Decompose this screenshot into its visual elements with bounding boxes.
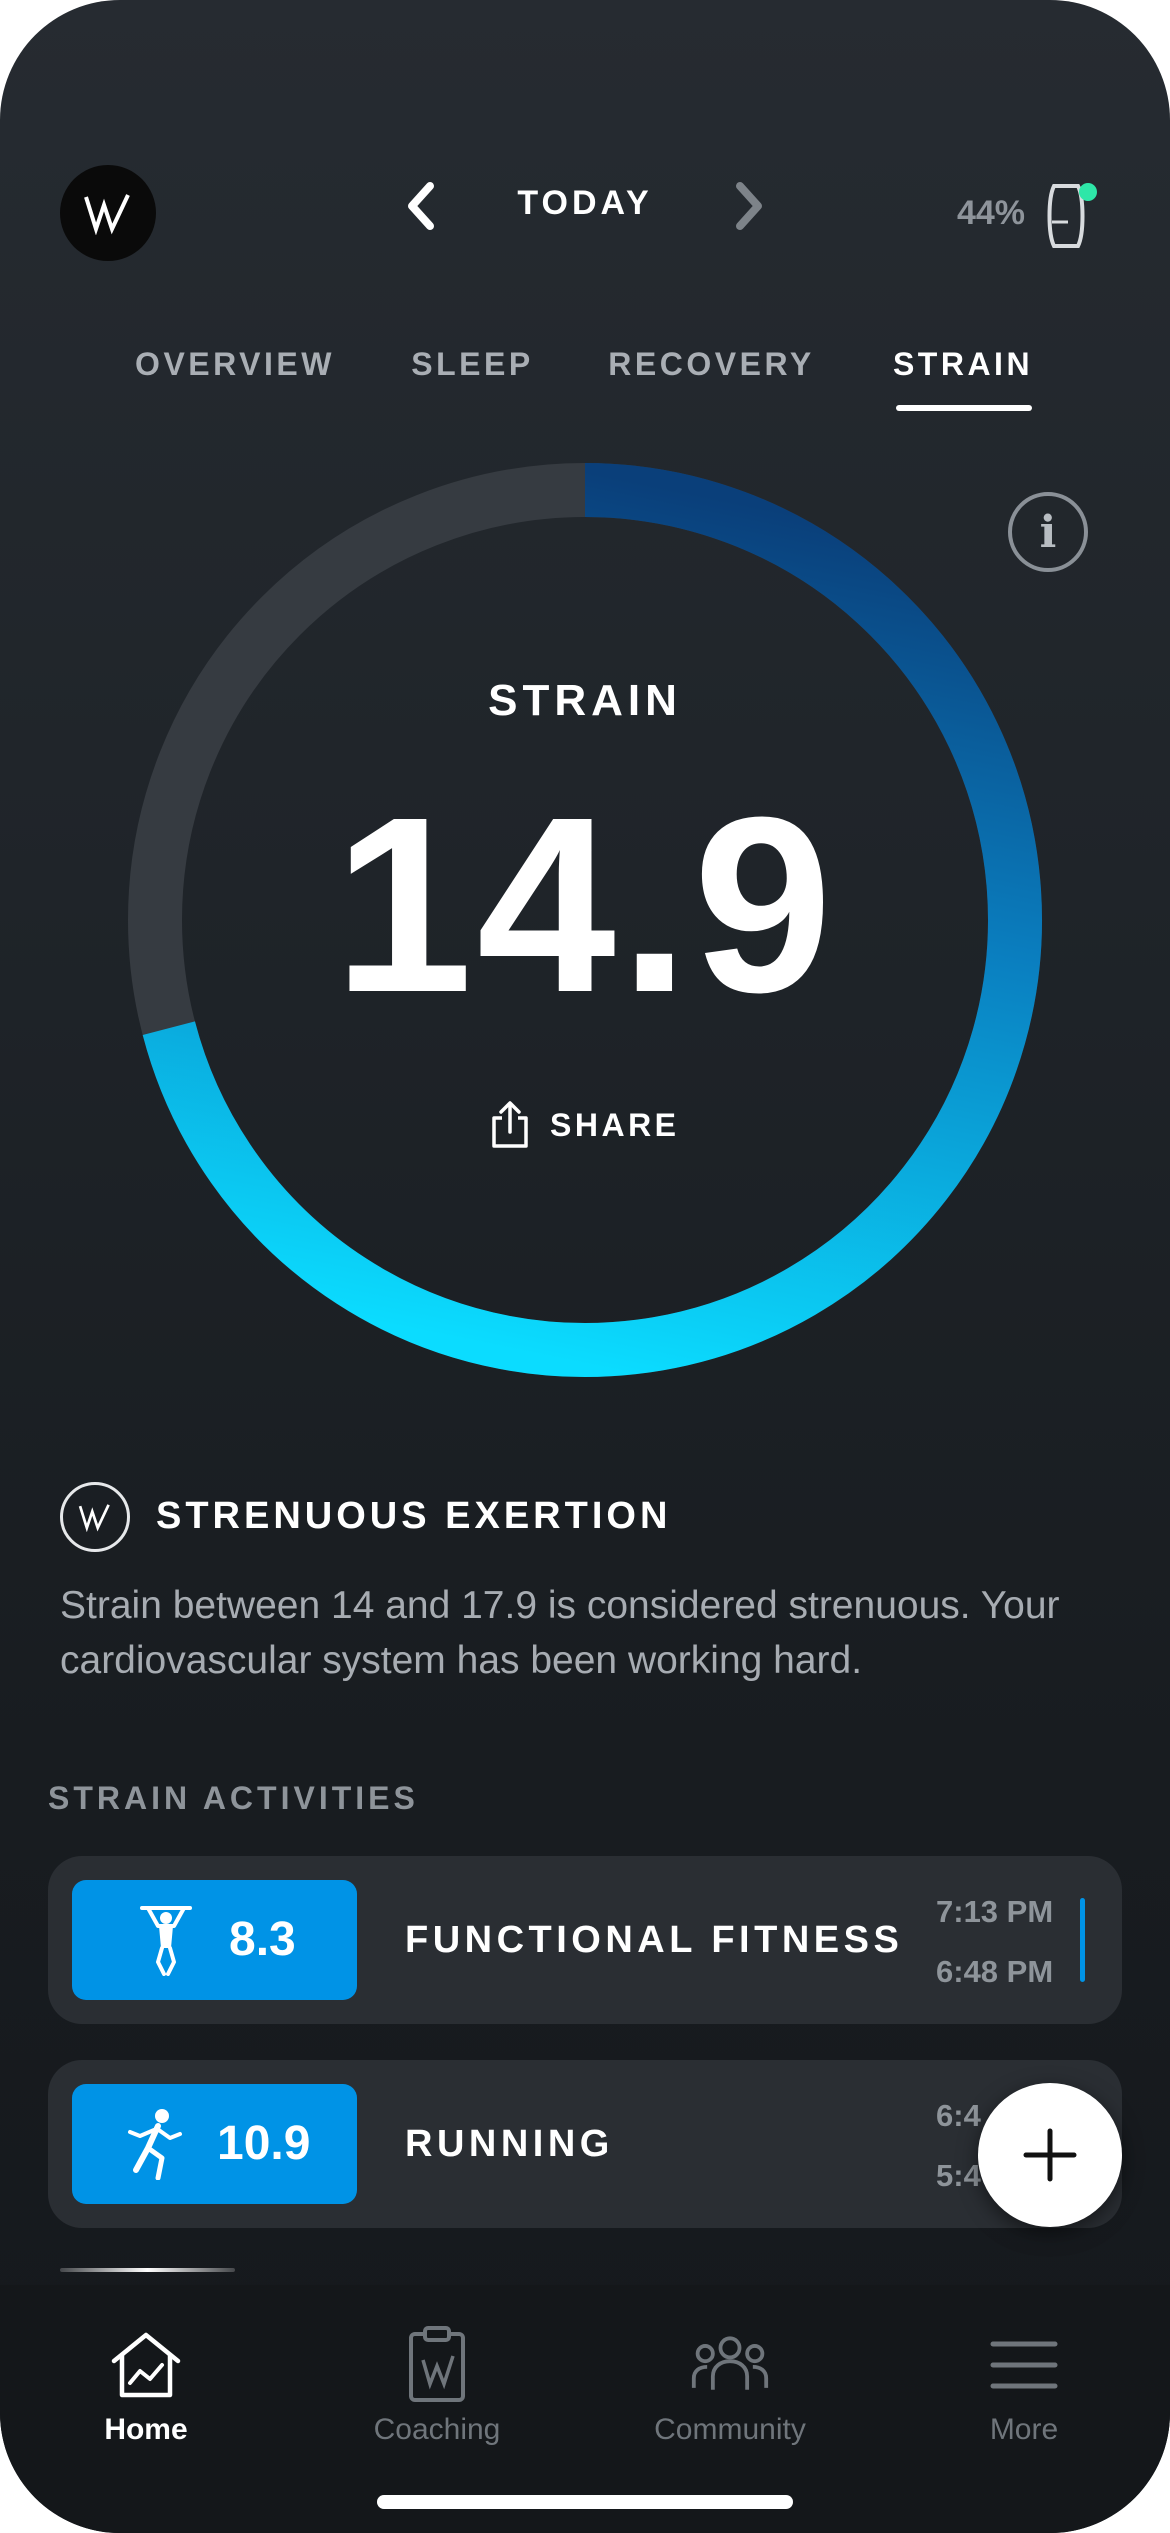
activity-name: RUNNING — [405, 2123, 614, 2165]
date-title[interactable]: TODAY — [517, 184, 653, 222]
clipboard-icon — [397, 2325, 477, 2405]
next-day-button[interactable] — [726, 178, 772, 234]
pull-up-icon — [140, 1906, 192, 1976]
nav-coaching[interactable]: Coaching — [327, 2325, 547, 2465]
nav-home-label: Home — [104, 2413, 188, 2446]
chevron-right-icon — [736, 182, 762, 230]
strap-status-button[interactable] — [1038, 178, 1102, 254]
activity-strain-value: 8.3 — [229, 1913, 296, 1966]
activity-end-time: 6:4 — [936, 2098, 981, 2133]
home-indicator — [377, 2495, 793, 2509]
tab-strain[interactable]: STRAIN — [892, 346, 1034, 382]
strap-status-dot — [1079, 183, 1097, 201]
activity-name: FUNCTIONAL FITNESS — [405, 1919, 904, 1961]
activity-strain-badge: 10.9 — [72, 2084, 357, 2204]
home-icon — [106, 2325, 186, 2405]
running-icon — [128, 2109, 182, 2180]
scroll-indicator — [60, 2268, 235, 2272]
activity-start-time: 5:4 — [936, 2158, 981, 2193]
strap-icon — [1047, 183, 1097, 248]
activity-start-time: 6:48 PM — [936, 1954, 1054, 1989]
insight-body: Strain between 14 and 17.9 is considered… — [60, 1584, 1060, 1682]
tab-recovery[interactable]: RECOVERY — [608, 346, 815, 382]
menu-icon — [984, 2325, 1064, 2405]
info-icon: i — [1039, 506, 1057, 558]
previous-day-button[interactable] — [398, 178, 444, 234]
insight-title: STRENUOUS EXERTION — [156, 1495, 672, 1537]
battery-percent: 44% — [956, 194, 1025, 232]
gauge-progress-arc — [142, 463, 1042, 1377]
share-button[interactable]: SHARE — [490, 1095, 690, 1155]
section-title: STRAIN ACTIVITIES — [48, 1780, 419, 1816]
activity-duration-bar — [1080, 1898, 1085, 1982]
people-icon — [690, 2325, 770, 2405]
plus-icon — [1023, 2128, 1077, 2182]
tab-sleep[interactable]: SLEEP — [411, 346, 534, 382]
activity-strain-badge: 8.3 — [72, 1880, 357, 2000]
whoop-logo-icon — [84, 194, 130, 235]
nav-more[interactable]: More — [914, 2325, 1134, 2465]
nav-coaching-label: Coaching — [373, 2413, 501, 2446]
strain-gauge — [128, 463, 1042, 1377]
share-label: SHARE — [550, 1106, 680, 1143]
tab-overview[interactable]: OVERVIEW — [135, 346, 335, 382]
strain-score: 14.9 — [333, 765, 837, 1044]
activity-end-time: 7:13 PM — [936, 1894, 1054, 1929]
whoop-logo-button[interactable] — [60, 165, 156, 261]
info-button[interactable]: i — [1008, 492, 1088, 572]
activity-card-functional-fitness[interactable]: 8.3 FUNCTIONAL FITNESS 7:13 PM 6:48 PM — [48, 1856, 1122, 2024]
activity-strain-value: 10.9 — [217, 2117, 311, 2170]
gauge-label: STRAIN — [488, 676, 682, 725]
chevron-left-icon — [408, 182, 434, 230]
activity-card-running[interactable]: 10.9 RUNNING 6:4 5:4 — [48, 2060, 1122, 2228]
nav-community[interactable]: Community — [620, 2325, 840, 2465]
add-activity-button[interactable] — [978, 2083, 1122, 2227]
nav-more-label: More — [989, 2413, 1059, 2446]
active-tab-indicator — [896, 405, 1032, 411]
nav-community-label: Community — [654, 2413, 806, 2446]
nav-home[interactable]: Home — [36, 2325, 256, 2465]
whoop-coach-icon — [60, 1482, 130, 1552]
bottom-navigation: Home Coaching — [0, 2285, 1170, 2533]
share-icon — [492, 1101, 528, 1148]
